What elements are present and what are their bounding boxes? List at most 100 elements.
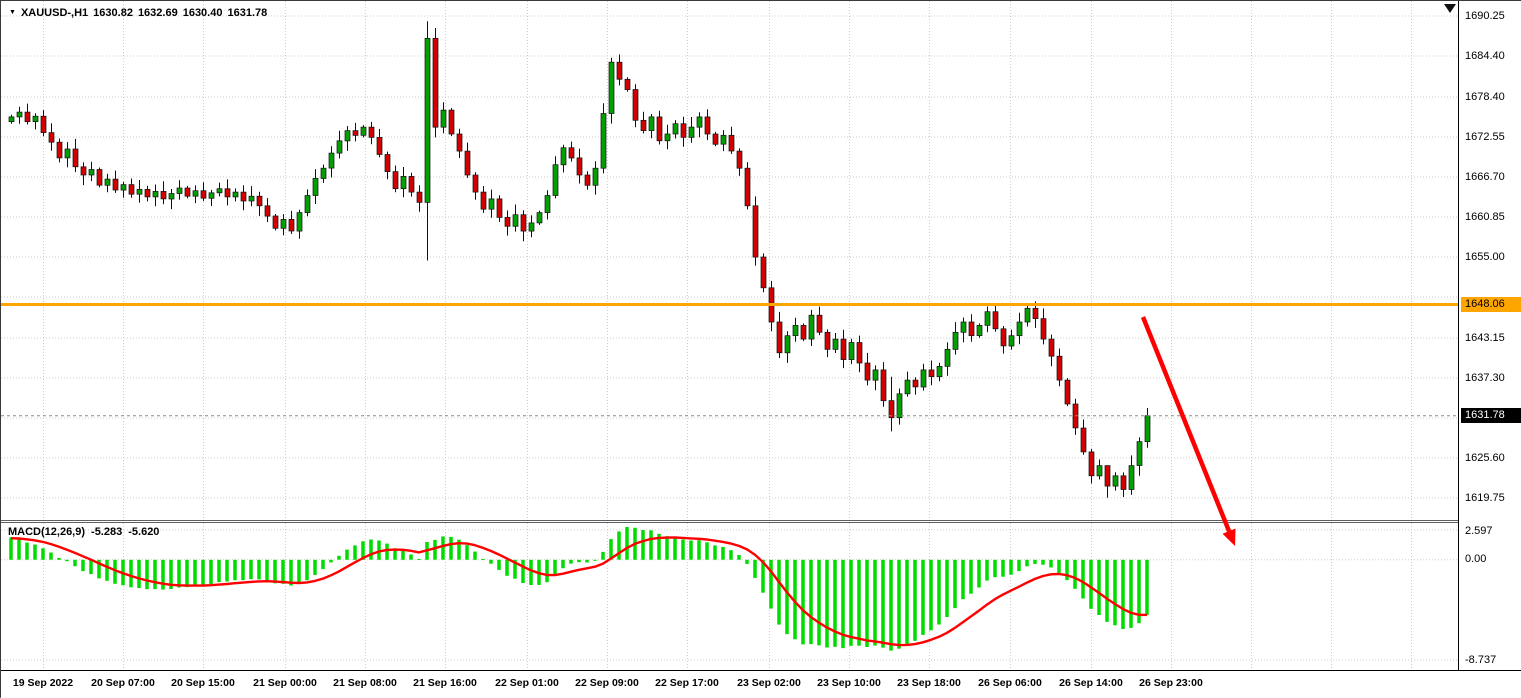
bull-candle xyxy=(216,188,223,194)
bull-candle xyxy=(280,219,287,229)
macd-histogram-bar xyxy=(49,552,53,560)
bull-candle xyxy=(872,369,879,381)
indicator-panel-separator[interactable] xyxy=(1,520,1521,523)
bear-candle xyxy=(728,134,735,152)
macd-histogram-bar xyxy=(57,557,61,560)
ohlc-high: 1632.69 xyxy=(137,7,178,19)
macd-indicator-label: MACD(12,26,9) -5.283 -5.620 xyxy=(8,526,159,538)
bull-candle xyxy=(952,331,959,350)
macd-histogram-bar xyxy=(145,559,149,590)
bear-candle xyxy=(408,176,415,193)
symbol-dropdown-icon[interactable]: ▼ xyxy=(9,8,16,16)
bull-candle xyxy=(32,115,39,123)
macd-histogram-bar xyxy=(225,559,229,582)
bull-candle xyxy=(848,342,855,360)
macd-histogram-bar xyxy=(1009,559,1013,575)
bear-candle xyxy=(464,150,471,176)
price-tick-label: 1672.55 xyxy=(1465,130,1505,143)
price-axis[interactable]: 1690.25 1684.40 1678.40 1672.55 1666.70 1660.… xyxy=(1458,1,1521,670)
macd-histogram-bar xyxy=(153,559,157,590)
macd-histogram-bar xyxy=(417,558,421,560)
bear-candle xyxy=(376,137,383,155)
macd-histogram-bar xyxy=(809,559,813,645)
bear-candle xyxy=(800,325,807,340)
bull-candle xyxy=(976,325,983,337)
bull-candle xyxy=(400,176,407,190)
time-axis-label: 26 Sep 06:00 xyxy=(978,677,1042,689)
bear-candle xyxy=(264,205,271,217)
macd-histogram-bar xyxy=(409,554,413,560)
bear-candle xyxy=(856,342,863,364)
bull-candle xyxy=(1144,415,1151,443)
macd-histogram-bar xyxy=(617,531,621,560)
bear-candle xyxy=(352,130,359,136)
bear-candle xyxy=(200,190,207,199)
macd-histogram-bar xyxy=(65,559,69,562)
price-tick-label: 1678.40 xyxy=(1465,90,1505,103)
macd-tick-label: 2.597 xyxy=(1465,525,1493,537)
macd-histogram-bar xyxy=(273,559,277,584)
bear-candle xyxy=(968,321,975,337)
macd-histogram-bar xyxy=(649,530,653,560)
macd-histogram-bar xyxy=(1065,559,1069,581)
macd-histogram-bar xyxy=(937,559,941,625)
bull-candle xyxy=(792,325,799,337)
macd-histogram-bar xyxy=(897,559,901,649)
bull-candle xyxy=(488,198,495,210)
macd-histogram-bar xyxy=(873,559,877,646)
macd-histogram-bar xyxy=(625,527,629,560)
macd-histogram-bar xyxy=(961,559,965,600)
macd-histogram-bar xyxy=(313,559,317,575)
macd-histogram-bar xyxy=(9,537,13,560)
bear-candle xyxy=(752,205,759,258)
macd-histogram-bar xyxy=(889,559,893,651)
macd-histogram-bar xyxy=(377,540,381,560)
macd-histogram-bar xyxy=(1089,559,1093,609)
macd-histogram-bar xyxy=(257,559,261,580)
macd-histogram-bar xyxy=(641,530,645,560)
macd-histogram-bar xyxy=(193,559,197,586)
macd-histogram-bar xyxy=(729,550,733,560)
macd-histogram-bar xyxy=(985,559,989,581)
bull-candle xyxy=(176,187,183,194)
bull-candle xyxy=(16,111,23,118)
macd-histogram-bar xyxy=(769,559,773,609)
bear-candle xyxy=(624,78,631,90)
bull-candle xyxy=(960,321,967,333)
bear-candle xyxy=(704,116,711,135)
macd-histogram-bar xyxy=(1049,559,1053,568)
bull-candle xyxy=(720,134,727,145)
macd-histogram-bar xyxy=(905,559,909,645)
bull-candle xyxy=(328,152,335,169)
chart-shift-marker-icon[interactable] xyxy=(1444,4,1456,13)
macd-histogram-bar xyxy=(745,559,749,564)
time-axis-label: 21 Sep 16:00 xyxy=(413,677,477,689)
main-chart-surface[interactable] xyxy=(1,1,1458,520)
macd-histogram-bar xyxy=(25,542,29,560)
time-axis-label: 21 Sep 08:00 xyxy=(333,677,397,689)
bull-candle xyxy=(304,195,311,213)
bull-candle xyxy=(136,189,143,195)
macd-panel-surface[interactable] xyxy=(1,523,1458,670)
bear-candle xyxy=(40,115,47,133)
bear-candle xyxy=(864,362,871,381)
macd-histogram-bar xyxy=(433,539,437,560)
bull-candle xyxy=(784,335,791,354)
macd-histogram-bar xyxy=(545,559,549,583)
macd-histogram-bar xyxy=(41,548,45,560)
macd-histogram-bar xyxy=(369,539,373,560)
time-axis[interactable]: 19 Sep 2022 20 Sep 07:00 20 Sep 15:00 21 Se… xyxy=(1,670,1521,698)
bull-candle xyxy=(88,169,95,176)
bear-candle xyxy=(48,132,55,143)
bear-candle xyxy=(160,191,167,200)
macd-histogram-bar xyxy=(513,559,517,579)
bull-candle xyxy=(600,113,607,169)
bull-candle xyxy=(248,195,255,202)
bull-candle xyxy=(696,116,703,128)
macd-histogram-bar xyxy=(393,548,397,560)
bear-candle xyxy=(520,214,527,232)
time-axis-label: 20 Sep 15:00 xyxy=(171,677,235,689)
macd-histogram-bar xyxy=(201,559,205,586)
bear-candle xyxy=(584,174,591,186)
bull-candle xyxy=(832,338,839,350)
